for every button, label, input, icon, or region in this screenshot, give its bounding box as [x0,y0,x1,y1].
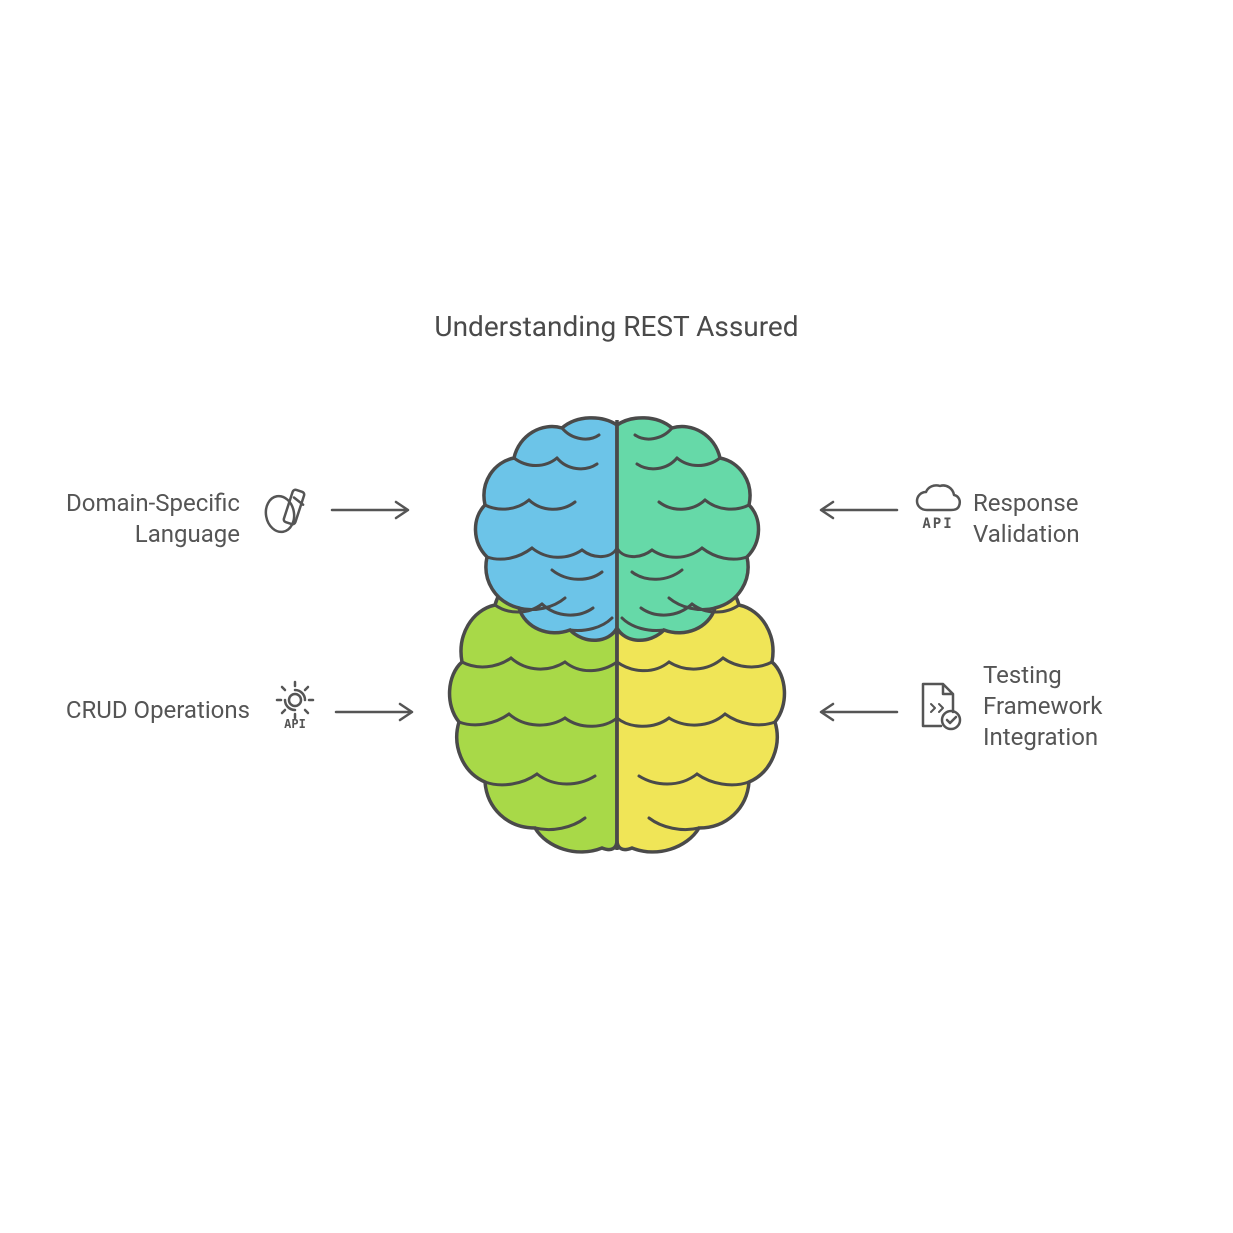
label-crud-operations: CRUD Operations [40,695,250,726]
label-testing-framework-integration: Testing Framework Integration [983,660,1163,754]
diagram-title: Understanding REST Assured [0,310,1233,343]
svg-text:API: API [922,516,953,532]
arrow-bottom-left [332,700,418,724]
arrow-bottom-right [815,700,901,724]
label-domain-specific-language: Domain-Specific Language [40,488,240,550]
label-response-validation: Response Validation [973,488,1143,550]
arrow-top-left [328,498,414,522]
file-check-icon [911,678,965,732]
arrow-top-right [815,498,901,522]
brain-illustration [417,400,817,860]
gear-api-icon: API [268,678,322,732]
cloud-api-icon: API [911,482,965,536]
svg-text:API: API [284,717,306,731]
pencil-icon [258,484,312,538]
